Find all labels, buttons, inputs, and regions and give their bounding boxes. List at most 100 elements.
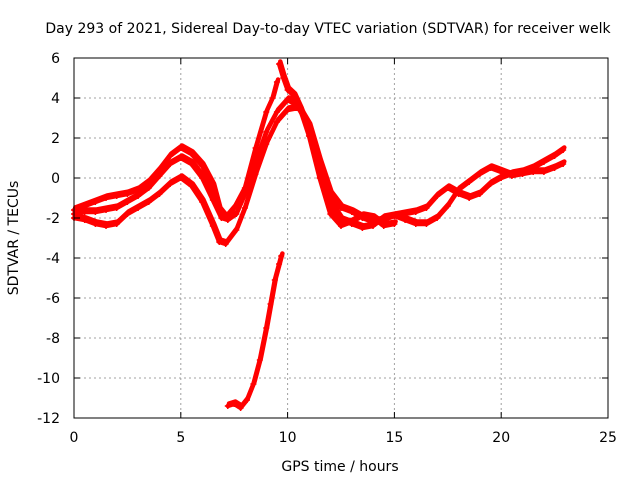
data-point xyxy=(455,191,462,197)
data-point xyxy=(316,175,323,181)
y-tick-label: -6 xyxy=(46,291,60,307)
data-point xyxy=(476,191,483,197)
data-point xyxy=(252,145,259,151)
data-point xyxy=(540,159,547,165)
data-point xyxy=(271,277,278,283)
data-point xyxy=(188,161,195,167)
data-point xyxy=(423,205,430,211)
data-point xyxy=(276,61,283,67)
data-point xyxy=(103,195,110,201)
data-point xyxy=(560,161,567,167)
data-point xyxy=(231,205,238,211)
y-tick-label: 2 xyxy=(51,131,60,147)
data-point xyxy=(348,219,355,225)
data-point xyxy=(156,191,163,197)
y-tick-label: 0 xyxy=(51,171,60,187)
data-point xyxy=(434,215,441,221)
data-point xyxy=(540,169,547,175)
data-point xyxy=(291,93,298,99)
data-point xyxy=(267,301,274,307)
data-point xyxy=(103,223,110,229)
data-point xyxy=(188,183,195,189)
data-point xyxy=(476,171,483,177)
data-point xyxy=(113,205,120,211)
data-point xyxy=(508,171,515,177)
data-point xyxy=(224,403,231,409)
data-point xyxy=(113,221,120,227)
data-point xyxy=(199,199,206,205)
data-point xyxy=(380,223,387,229)
data-point xyxy=(167,181,174,187)
x-tick-label: 10 xyxy=(279,430,297,446)
data-point xyxy=(359,225,366,231)
data-point xyxy=(444,185,451,191)
data-point xyxy=(81,209,88,215)
data-point xyxy=(412,221,419,227)
grid-lines xyxy=(74,58,608,418)
plot-frame xyxy=(73,57,609,419)
data-point xyxy=(167,153,174,159)
data-point xyxy=(444,203,451,209)
data-point xyxy=(263,325,270,331)
data-point xyxy=(263,109,270,115)
data-point xyxy=(327,211,334,217)
data-point xyxy=(284,107,291,113)
data-point xyxy=(177,155,184,161)
data-point xyxy=(241,205,248,211)
data-point xyxy=(338,223,344,229)
data-point xyxy=(209,223,216,229)
y-tick-label: -2 xyxy=(46,211,60,227)
data-point xyxy=(233,227,240,233)
data-point xyxy=(113,193,120,199)
data-point xyxy=(348,209,355,215)
data-point xyxy=(273,119,280,125)
data-point xyxy=(530,165,537,171)
data-point xyxy=(487,181,494,187)
data-point xyxy=(124,191,131,197)
data-point xyxy=(256,357,263,363)
data-point xyxy=(284,97,291,103)
data-point xyxy=(145,185,152,191)
data-series xyxy=(71,59,567,411)
data-point xyxy=(199,175,206,181)
data-point xyxy=(466,195,473,201)
data-point xyxy=(237,405,244,411)
data-point xyxy=(218,215,225,221)
data-point xyxy=(241,191,248,197)
data-point xyxy=(222,241,229,247)
data-point xyxy=(92,221,99,227)
x-tick-label: 15 xyxy=(385,430,403,446)
data-point xyxy=(278,253,285,259)
data-point xyxy=(92,209,99,215)
data-point xyxy=(199,163,206,169)
data-point xyxy=(92,199,99,205)
data-point xyxy=(402,211,409,217)
data-point xyxy=(252,171,259,177)
data-point xyxy=(177,175,184,181)
data-point xyxy=(250,381,257,387)
data-point xyxy=(124,199,131,205)
data-point xyxy=(466,179,473,185)
data-point xyxy=(434,193,441,199)
data-point xyxy=(81,217,88,223)
data-point xyxy=(135,205,142,211)
chart-title: Day 293 of 2021, Sidereal Day-to-day VTE… xyxy=(45,21,611,37)
data-point xyxy=(519,169,526,175)
data-point xyxy=(145,199,152,205)
data-point xyxy=(188,151,195,157)
data-point xyxy=(391,221,398,227)
data-point xyxy=(124,211,131,217)
data-point xyxy=(359,213,366,219)
data-point xyxy=(135,193,142,199)
data-point xyxy=(305,133,312,139)
data-point xyxy=(412,209,419,215)
series-track-5 xyxy=(224,251,285,411)
data-point xyxy=(423,221,430,227)
y-tick-label: -4 xyxy=(46,251,60,267)
data-point xyxy=(244,397,251,403)
series-track-4 xyxy=(276,59,398,229)
data-point xyxy=(231,401,238,407)
data-point xyxy=(498,175,505,181)
data-point xyxy=(276,261,283,267)
